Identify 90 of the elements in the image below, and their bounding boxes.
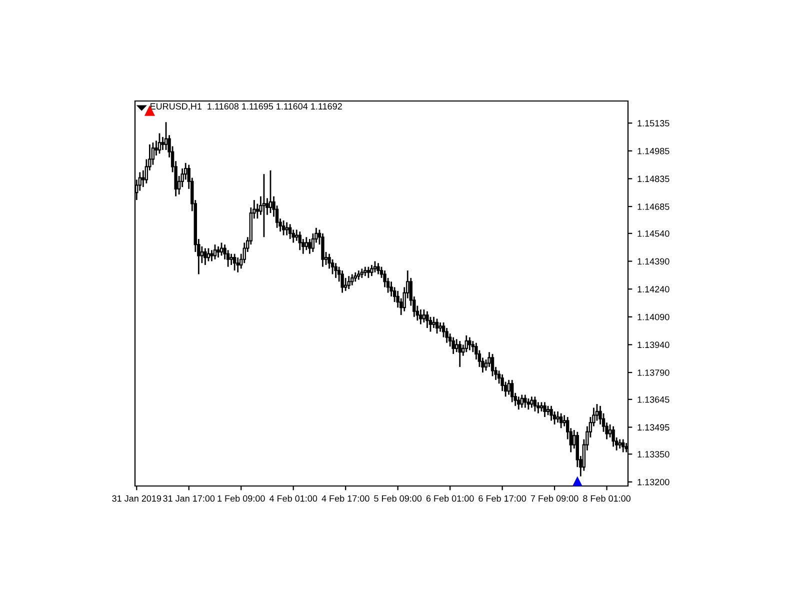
candlestick <box>230 253 233 266</box>
candlestick <box>622 438 625 453</box>
candlestick <box>490 353 494 377</box>
candlestick <box>556 410 560 424</box>
y-tick-label: 1.14835 <box>638 176 670 182</box>
candlestick <box>488 351 491 368</box>
candlestick <box>350 274 354 286</box>
candlestick <box>213 244 217 260</box>
candlestick <box>158 132 162 154</box>
candlestick <box>206 248 210 262</box>
x-tick-label: 31 Jan 17:00 <box>163 495 215 502</box>
candlestick <box>304 236 308 251</box>
candlestick <box>268 170 272 214</box>
candlestick <box>540 401 544 412</box>
x-tick-label: 1 Feb 09:00 <box>218 495 265 502</box>
candlestick <box>464 334 468 353</box>
candlestick <box>520 394 524 408</box>
candlestick <box>510 379 514 403</box>
candlestick <box>419 308 422 325</box>
x-tick-label: 5 Feb 09:00 <box>374 495 422 502</box>
y-tick-label: 1.13790 <box>638 369 670 376</box>
y-tick-label: 1.13645 <box>638 396 670 403</box>
candlestick <box>458 340 462 368</box>
candlestick <box>618 438 622 450</box>
candlestick <box>282 220 286 236</box>
candlestick <box>546 405 550 416</box>
candlestick <box>161 136 164 151</box>
candlestick <box>426 310 429 329</box>
x-tick-label: 7 Feb 09:00 <box>530 495 578 502</box>
candlestick <box>438 322 442 332</box>
candlestick <box>256 203 260 220</box>
candlestick <box>334 262 338 279</box>
y-tick-label: 1.14390 <box>638 258 670 265</box>
x-tick-label: 6 Feb 01:00 <box>426 495 474 502</box>
candlestick <box>435 318 439 334</box>
candlestick <box>285 222 288 236</box>
x-tick-label: 6 Feb 17:00 <box>478 495 526 502</box>
candlestick <box>232 253 236 272</box>
candlestick <box>210 249 214 262</box>
candlestick <box>360 268 364 279</box>
candlestick <box>550 405 553 422</box>
candlestick <box>517 396 520 410</box>
chart-title: EURUSD,H1 1.11608 1.11695 1.11604 1.11692 <box>150 103 342 111</box>
candlestick <box>204 248 207 266</box>
y-tick-label: 1.13200 <box>638 478 670 486</box>
candlestick <box>164 121 168 151</box>
y-tick-label: 1.14685 <box>638 203 670 210</box>
x-tick-label: 8 Feb 01:00 <box>583 495 631 502</box>
candlestick <box>216 246 220 258</box>
candlestick <box>366 266 370 279</box>
candlestick <box>422 308 426 324</box>
x-tick-label: 4 Feb 17:00 <box>322 495 370 502</box>
candlestick <box>507 379 510 396</box>
y-tick-label: 1.13495 <box>638 424 670 431</box>
candlestick <box>612 426 615 448</box>
candlestick <box>559 412 563 429</box>
y-tick-label: 1.15135 <box>638 120 670 126</box>
candlestick <box>468 336 472 351</box>
candlestick <box>236 256 240 274</box>
candlestick <box>154 140 158 156</box>
candlestick <box>347 275 350 290</box>
candlestick <box>370 264 374 277</box>
candlestick <box>526 398 530 410</box>
candlestick <box>373 260 377 274</box>
y-tick-label: 1.14240 <box>638 286 670 292</box>
y-tick-label: 1.14090 <box>638 314 670 320</box>
candlestick <box>344 277 348 292</box>
candlestick <box>530 396 534 408</box>
candlestick <box>321 232 324 268</box>
candlestick <box>452 336 455 355</box>
candlestick <box>543 401 546 418</box>
x-tick-label: 31 Jan 2019 <box>112 495 162 502</box>
candlestick <box>524 394 527 408</box>
candlestick <box>432 316 436 329</box>
x-tick-label: 4 Feb 01:00 <box>269 495 318 502</box>
candlestick <box>357 270 360 280</box>
candlestick <box>298 230 302 251</box>
y-tick-label: 1.14540 <box>638 230 670 237</box>
candlestick <box>608 424 612 438</box>
candlestick <box>288 223 292 240</box>
candlestick <box>340 270 344 294</box>
y-tick-label: 1.13940 <box>638 342 670 348</box>
y-tick-label: 1.14985 <box>638 148 670 154</box>
y-tick-label: 1.13350 <box>638 451 670 458</box>
candlestick <box>533 396 537 412</box>
candlestick <box>364 266 367 277</box>
candlestick <box>262 173 266 238</box>
candlestick <box>354 272 357 282</box>
candlestick <box>376 262 380 275</box>
candlestick <box>220 242 224 256</box>
